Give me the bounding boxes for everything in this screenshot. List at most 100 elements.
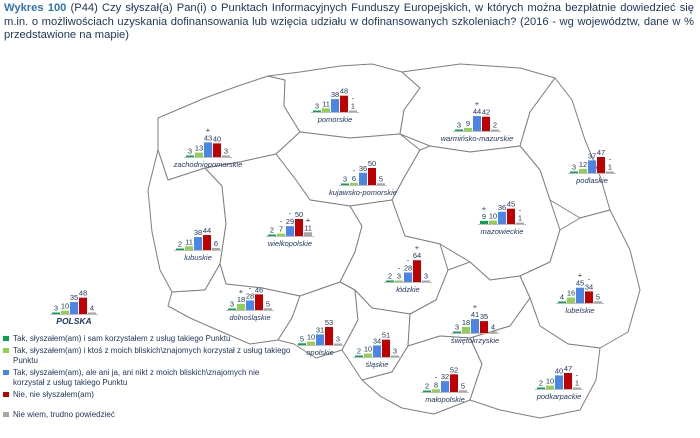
bar-value-label: 31 [316, 325, 324, 334]
legend-swatch [3, 412, 9, 417]
region-name-label: lubelskie [565, 306, 594, 315]
legend-item: Tak, słyszałem(am) i sam korzystałem z u… [2, 334, 292, 344]
bar-value-label: 10 [546, 377, 554, 386]
region-name-label: opolskie [306, 348, 334, 357]
region-name-label: zachodniopomorskie [173, 160, 243, 169]
bar [489, 331, 497, 333]
significance-mark: - [588, 274, 591, 283]
bar-value-label: 64 [413, 251, 421, 260]
bar-value-label: 1 [351, 102, 355, 111]
bar-value-label: 3 [336, 335, 340, 344]
bar [482, 116, 490, 131]
bar-value-label: 6 [352, 174, 356, 183]
bar [546, 385, 554, 389]
bar-value-label: 3 [188, 147, 192, 156]
bar [373, 345, 381, 357]
bar [355, 355, 363, 357]
bar [295, 219, 303, 236]
bar-value-label: 2 [178, 240, 182, 249]
bar [70, 302, 78, 314]
bar [340, 95, 348, 112]
bar [453, 331, 461, 333]
region-bars: 318+28- 465 dolnośląskie [226, 283, 274, 322]
bar-value-label: 1 [575, 379, 579, 388]
bar [395, 280, 403, 282]
bar-value-label: 3 [224, 147, 228, 156]
significance-mark: - [398, 264, 401, 273]
bar [491, 129, 499, 131]
bar-value-label: 11 [185, 237, 193, 246]
bar [331, 99, 339, 112]
legend-label: Tak, słyszałem(am), ale ani ja, ani nikt… [13, 368, 260, 387]
region-outline-opolskie [277, 281, 359, 359]
bar-value-label: 40 [555, 366, 563, 375]
bar [579, 168, 587, 173]
bar [268, 234, 276, 236]
region-name-label: świętokrzyskie [451, 336, 499, 345]
bar-value-label: 6 [214, 239, 218, 248]
bar-value-label: 3 [343, 175, 347, 184]
legend-label: Nie wiem, trudno powiedzieć [13, 410, 115, 419]
bar [52, 312, 60, 314]
bar [573, 387, 581, 389]
bar [213, 143, 221, 157]
region-name-label: kujawsko-pomorskie [329, 188, 397, 197]
bar-value-label: 5 [596, 292, 600, 301]
bar-value-label: 2 [539, 379, 543, 388]
significance-mark: + [578, 271, 583, 280]
bar [255, 294, 263, 310]
bar [537, 387, 545, 389]
bar [480, 220, 488, 224]
bar [423, 390, 431, 392]
significance-mark: - [289, 209, 292, 218]
bar-value-label: 1 [608, 163, 612, 172]
bar-value-label: 8 [434, 380, 438, 389]
bar [567, 297, 575, 303]
bar [277, 233, 285, 236]
bar-value-label: 4 [90, 304, 94, 313]
region-name-label: podlaskie [575, 176, 608, 185]
bar-value-label: 18 [462, 318, 470, 327]
region-name-label: podkarpackie [536, 392, 582, 401]
bar-value-label: 48 [79, 289, 87, 298]
bar-value-label: 51 [382, 331, 390, 340]
legend-swatch [3, 392, 9, 397]
bar [194, 237, 202, 250]
bar [404, 272, 412, 282]
bar [441, 381, 449, 392]
bar [237, 303, 245, 310]
bar-value-label: 13 [195, 144, 203, 153]
bar-value-label: 52 [450, 365, 458, 374]
bar [459, 390, 467, 392]
bar-value-label: 3 [572, 163, 576, 172]
bar [264, 308, 272, 310]
bar-value-label: 38 [194, 228, 202, 237]
legend-item: Tak, słyszałem(am), ale ani ja, ani nikt… [2, 368, 292, 388]
significance-mark: + [239, 287, 244, 296]
legend-item: Nie, nie słyszałem(am) [2, 390, 292, 400]
significance-mark: - [576, 371, 579, 380]
bar [606, 171, 614, 173]
bar [61, 310, 69, 314]
legend-item: Tak, słyszałem(am) i ktoś z moich bliski… [2, 346, 292, 366]
bar-value-label: 50 [368, 159, 376, 168]
bar [594, 301, 602, 303]
bar [316, 334, 324, 345]
bar-value-label: 3 [424, 272, 428, 281]
bar-value-label: 40 [213, 134, 221, 143]
bar-value-label: 41 [471, 310, 479, 319]
bar [386, 280, 394, 282]
bar-value-label: 28 [246, 291, 254, 300]
bar [325, 326, 333, 345]
